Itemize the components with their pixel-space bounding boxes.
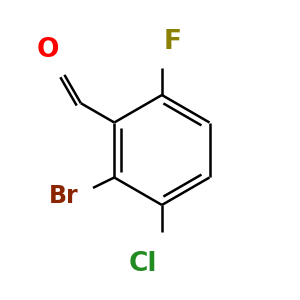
Text: Br: Br: [49, 184, 79, 208]
Text: Cl: Cl: [128, 251, 157, 278]
Text: F: F: [163, 28, 181, 55]
Text: O: O: [36, 38, 59, 63]
